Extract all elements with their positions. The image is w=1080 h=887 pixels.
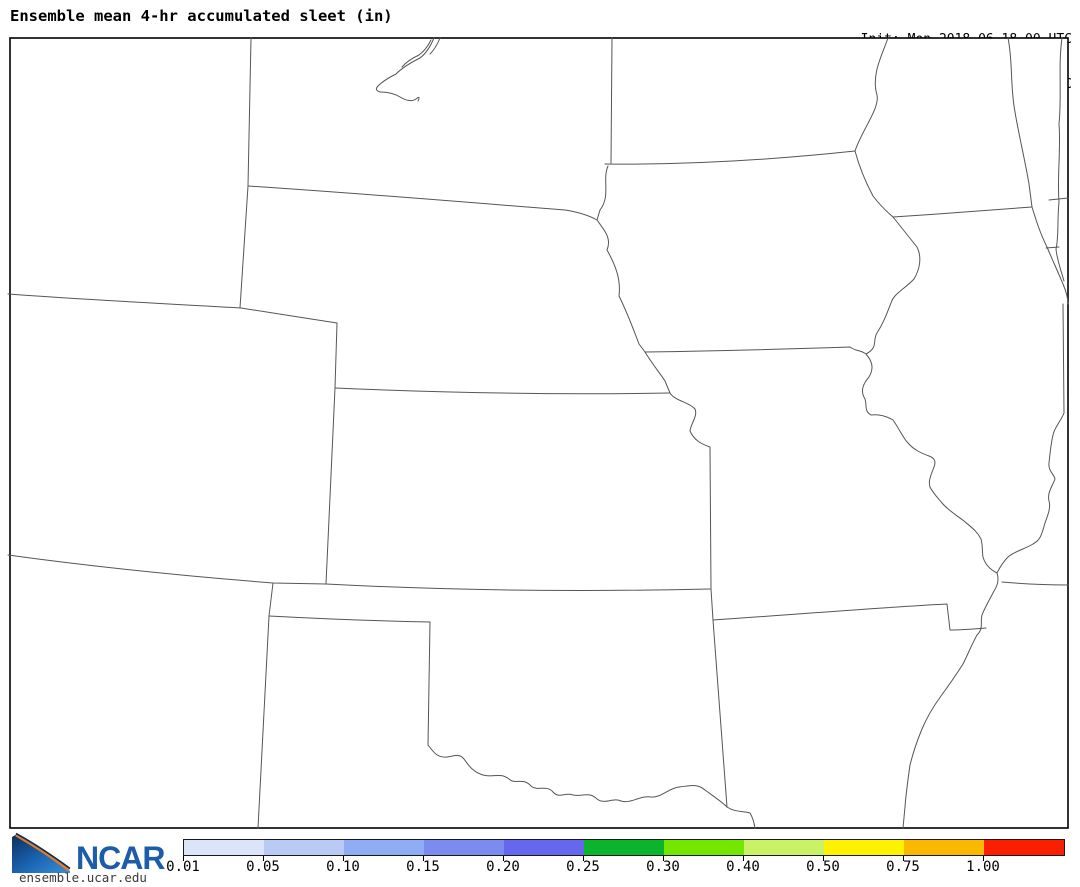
river-wabash-ohio bbox=[996, 303, 1065, 574]
state-border-ia-mo bbox=[644, 346, 867, 355]
colorbar-legend bbox=[183, 839, 1065, 856]
state-border-co-east bbox=[325, 322, 338, 585]
ncar-logo-top-edge bbox=[15, 832, 71, 870]
colorbar-tick-label-0.10: 0.10 bbox=[326, 859, 360, 875]
colorbar-segment-2 bbox=[344, 840, 424, 855]
colorbar-segment-0 bbox=[184, 840, 264, 855]
state-border-mn-sd bbox=[610, 37, 613, 164]
colorbar-segment-6 bbox=[664, 840, 744, 855]
ncar-logo-orange-arc bbox=[15, 833, 70, 872]
lake-michigan-east-shore bbox=[1055, 37, 1065, 282]
ncar-logo-text: NCAR bbox=[76, 840, 165, 876]
state-border-ia-mn bbox=[604, 150, 856, 165]
ncar-logo-swoosh-body bbox=[12, 834, 70, 873]
colorbar-tick-label-0.40: 0.40 bbox=[726, 859, 760, 875]
colorbar-tick-label-0.01: 0.01 bbox=[166, 859, 200, 875]
state-boundaries bbox=[7, 37, 1069, 829]
colorbar-tick-label-0.15: 0.15 bbox=[406, 859, 440, 875]
site-url: ensemble.ucar.edu bbox=[19, 870, 147, 885]
state-border-ky-tn bbox=[1001, 581, 1069, 586]
lake-michigan-west-shore bbox=[1007, 37, 1069, 305]
state-border-tx-ok-east bbox=[427, 621, 431, 746]
colorbar-segment-4 bbox=[504, 840, 584, 855]
state-border-mo-ar-south bbox=[712, 603, 987, 631]
state-border-ne-ks bbox=[334, 387, 671, 395]
colorbar-tick-label-0.75: 0.75 bbox=[886, 859, 920, 875]
colorbar-tick-label-0.05: 0.05 bbox=[246, 859, 280, 875]
state-border-sd-ne bbox=[247, 185, 598, 221]
colorbar-segment-5 bbox=[584, 840, 664, 855]
lake-oahe-outline-c bbox=[401, 39, 432, 68]
colorbar-tick-label-0.50: 0.50 bbox=[806, 859, 840, 875]
colorbar-segment-8 bbox=[824, 840, 904, 855]
lake-oahe-outline-b bbox=[429, 37, 441, 55]
state-border-mo-ar-west bbox=[709, 446, 728, 808]
state-border-co-north bbox=[7, 293, 338, 324]
colorbar-tick-labels: 0.01 0.05 0.10 0.15 0.20 0.25 0.30 0.40 0.50 0.75… bbox=[166, 859, 1080, 877]
ncar-logo-graphic: NCAR bbox=[12, 832, 166, 876]
colorbar-tick-label-0.25: 0.25 bbox=[566, 859, 600, 875]
page-title: Ensemble mean 4-hr accumulated sleet (in… bbox=[10, 7, 393, 25]
state-border-ok-panhandle-south bbox=[268, 615, 431, 623]
state-border-wi-mi-tick-2 bbox=[1045, 246, 1060, 249]
map-frame bbox=[9, 37, 1069, 829]
river-mississippi-upper bbox=[854, 37, 889, 152]
colorbar-segment-9 bbox=[904, 840, 984, 855]
state-border-wi-mi-tick-1 bbox=[1048, 197, 1069, 201]
river-missouri-ne-ia bbox=[596, 219, 711, 448]
river-red bbox=[427, 744, 756, 829]
lake-oahe-outline-a bbox=[375, 37, 435, 102]
colorbar-segment-10 bbox=[984, 840, 1064, 855]
colorbar-segment-3 bbox=[424, 840, 504, 855]
ncar-logo: NCAR bbox=[6, 832, 176, 876]
colorbar-tick-label-0.20: 0.20 bbox=[486, 859, 520, 875]
state-border-wi-il bbox=[892, 206, 1033, 218]
river-mississippi-main bbox=[854, 150, 999, 829]
colorbar-tick-label-0.30: 0.30 bbox=[646, 859, 680, 875]
river-big-sioux bbox=[596, 165, 609, 221]
colorbar-segment-1 bbox=[264, 840, 344, 855]
colorbar-segment-7 bbox=[744, 840, 824, 855]
colorbar-tick-label-1.00: 1.00 bbox=[966, 859, 1000, 875]
